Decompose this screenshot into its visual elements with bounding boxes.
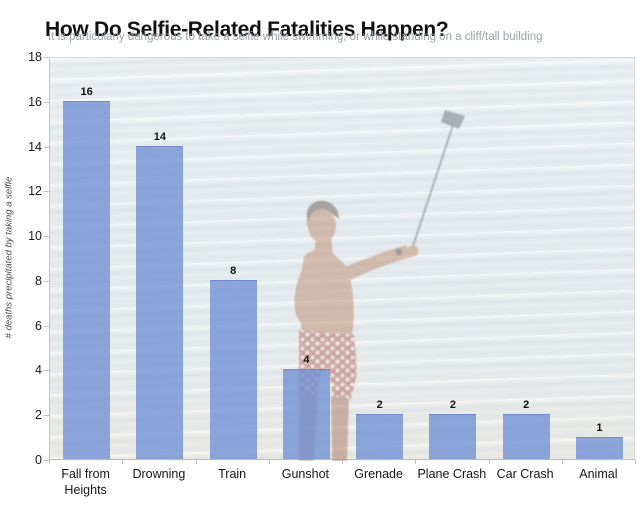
y-tick-label: 12 <box>28 184 42 199</box>
y-tick-mark <box>44 415 49 417</box>
y-tick-label: 6 <box>35 318 42 333</box>
y-tick-label: 16 <box>28 94 42 109</box>
x-category-label: Drowning <box>132 467 186 481</box>
x-category-label: Plane Crash <box>417 467 487 481</box>
bar <box>429 414 477 459</box>
x-category-label: Fall from Heights <box>61 467 110 497</box>
bar <box>282 369 330 459</box>
x-tick-mark <box>122 460 124 464</box>
y-tick-label: 2 <box>35 408 42 423</box>
y-tick-mark <box>44 370 49 372</box>
bars-layer: 16 14 8 4 2 2 2 1 <box>50 58 634 459</box>
x-category-label: Gunshot <box>281 467 329 481</box>
bar-value-label: 16 <box>80 85 93 98</box>
x-tick-mark <box>268 460 270 464</box>
bar <box>209 279 257 459</box>
y-tick-mark <box>44 57 49 58</box>
x-category-label: Grenade <box>354 467 403 481</box>
x-tick-mark <box>195 460 197 464</box>
bar <box>136 145 184 459</box>
bar-value-label: 4 <box>303 354 310 367</box>
y-tick-mark <box>44 325 49 327</box>
bar-value-label: 2 <box>376 399 383 412</box>
bar-value-label: 2 <box>449 399 456 412</box>
x-category-label: Car Crash <box>496 467 554 481</box>
bar <box>575 436 623 459</box>
bar <box>356 414 404 459</box>
chart-title: How Do Selfie-Related Fatalities Happen? <box>45 18 449 42</box>
y-tick-label: 18 <box>28 50 42 64</box>
bar <box>63 100 111 459</box>
x-tick-mark <box>415 460 417 464</box>
y-tick-mark <box>44 280 49 282</box>
y-tick-label: 8 <box>35 273 42 288</box>
y-tick-mark <box>44 460 49 461</box>
plot-area: 16 14 8 4 2 2 2 1 <box>49 57 635 461</box>
y-tick-mark <box>44 191 49 193</box>
y-tick-label: 4 <box>35 363 42 378</box>
x-tick-mark <box>561 460 563 464</box>
x-tick-mark <box>342 460 343 464</box>
x-tick-mark <box>488 460 490 464</box>
bar <box>502 414 550 459</box>
y-tick-mark <box>44 236 49 238</box>
y-tick-label: 10 <box>28 229 42 244</box>
x-category-label: Train <box>218 467 247 481</box>
y-tick-mark <box>44 146 49 148</box>
y-tick-mark <box>44 101 49 103</box>
x-tick-mark <box>49 460 50 464</box>
chart-subtitle: It is particularly dangerous to take a s… <box>48 31 543 43</box>
x-tick-mark <box>635 460 636 464</box>
x-category-label: Animal <box>579 467 618 481</box>
bar-value-label: 8 <box>230 264 237 277</box>
bar-value-label: 2 <box>523 399 530 412</box>
y-tick-label: 0 <box>35 453 42 467</box>
bar-value-label: 14 <box>153 130 166 143</box>
bar-value-label: 1 <box>596 421 603 434</box>
y-tick-label: 14 <box>28 139 42 154</box>
